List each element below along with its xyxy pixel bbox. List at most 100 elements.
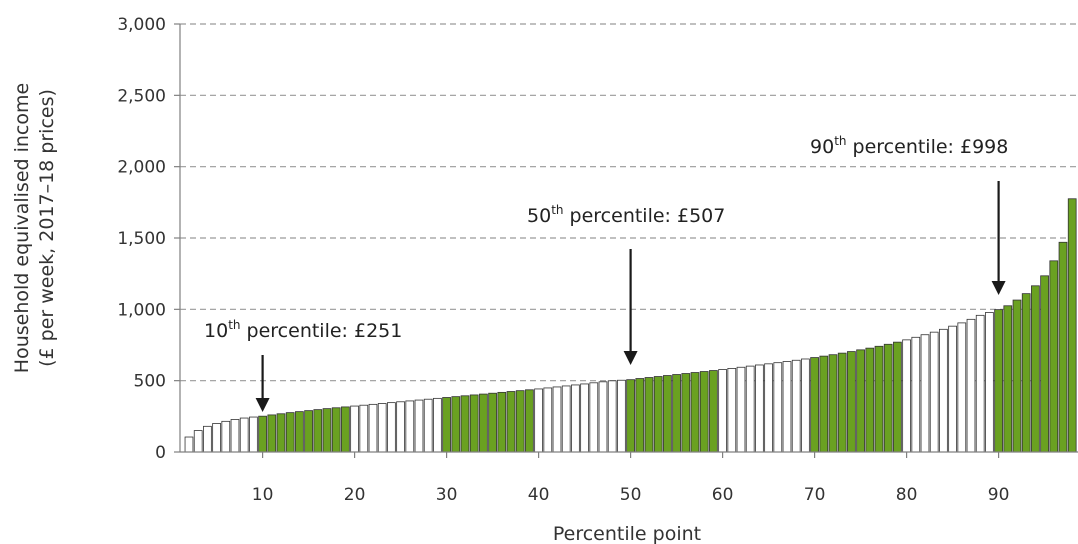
bar-p73 — [837, 352, 847, 453]
bar-p84 — [939, 328, 948, 453]
bar-p78 — [883, 343, 893, 453]
bar-p54 — [663, 375, 672, 453]
bar-p35 — [488, 392, 497, 453]
annotations: 10th percentile: £251 50th percentile: £5… — [204, 134, 1008, 412]
bar-p56 — [681, 373, 691, 453]
bar-p61 — [727, 367, 737, 453]
bar-p36 — [497, 391, 507, 453]
x-tick-label: 60 — [712, 485, 734, 505]
bar-p68 — [791, 359, 801, 453]
bar-p57 — [690, 372, 700, 453]
bar-p67 — [782, 361, 792, 453]
bar-p53 — [653, 376, 663, 453]
bar-p38 — [515, 390, 525, 453]
x-tick-label: 70 — [804, 485, 826, 505]
bar-p34 — [479, 393, 488, 453]
bar-p9 — [249, 416, 258, 453]
bar-p28 — [423, 398, 433, 453]
bar-p32 — [460, 395, 470, 453]
bars — [184, 198, 1077, 453]
bar-p15 — [304, 410, 313, 453]
bar-p39 — [525, 389, 534, 453]
bar-p17 — [322, 408, 332, 453]
bar-p46 — [589, 382, 599, 453]
bar-p31 — [451, 396, 461, 453]
bar-p91 — [1003, 305, 1013, 453]
bar-p24 — [387, 402, 396, 453]
bar-p98 — [1067, 198, 1077, 453]
annotation-label: 50th percentile: £507 — [527, 203, 725, 227]
bar-p64 — [755, 364, 764, 453]
bar-p85 — [948, 325, 957, 453]
bar-p59 — [709, 370, 718, 453]
bar-p37 — [506, 391, 516, 453]
bar-p52 — [644, 377, 654, 453]
y-axis-title-line1: Household equivalised income — [11, 83, 33, 373]
bar-p10 — [258, 415, 267, 453]
bar-p6 — [221, 420, 231, 453]
bar-p20 — [350, 405, 359, 453]
y-tick-label: 1,000 — [117, 300, 166, 320]
bar-p33 — [469, 394, 479, 453]
bar-p40 — [534, 388, 543, 453]
bar-p76 — [865, 347, 875, 453]
bar-p44 — [571, 384, 580, 453]
bar-p71 — [819, 355, 829, 453]
bar-p27 — [414, 399, 424, 453]
bar-p75 — [856, 349, 865, 453]
bar-p95 — [1040, 275, 1049, 453]
annotation-label: 90th percentile: £998 — [810, 134, 1008, 158]
x-tick-label: 10 — [252, 485, 274, 505]
y-tick-label: 1,500 — [117, 229, 166, 249]
bar-p7 — [230, 419, 240, 453]
y-tick-label: 2,500 — [117, 86, 166, 106]
x-tick-label: 80 — [896, 485, 918, 505]
x-tick-label: 20 — [344, 485, 366, 505]
bar-p90 — [994, 309, 1003, 453]
bar-p89 — [985, 312, 994, 453]
bar-p77 — [874, 345, 884, 453]
bar-p97 — [1058, 241, 1068, 453]
bar-p21 — [359, 404, 369, 453]
annotation-p10: 10th percentile: £251 — [204, 318, 402, 412]
bar-p8 — [239, 417, 249, 453]
x-tick-label: 90 — [988, 485, 1010, 505]
arrow-head-icon — [255, 398, 270, 412]
bar-p13 — [285, 412, 295, 453]
bar-p70 — [810, 357, 819, 453]
x-axis-title: Percentile point — [553, 523, 701, 544]
bar-p50 — [626, 379, 635, 453]
bar-p25 — [396, 401, 405, 453]
x-tick-labels: 10 20 30 40 50 60 70 80 90 — [252, 485, 1010, 505]
bar-p2 — [184, 436, 194, 453]
bar-p65 — [764, 363, 773, 453]
x-tick-label: 40 — [528, 485, 550, 505]
y-tick-label: 500 — [134, 372, 166, 392]
bar-p72 — [828, 354, 838, 453]
bar-p93 — [1021, 293, 1031, 453]
bar-p62 — [736, 366, 746, 453]
bar-p92 — [1012, 299, 1022, 453]
bar-p79 — [893, 341, 902, 453]
bar-p49 — [617, 379, 626, 453]
bar-p87 — [966, 318, 976, 453]
bar-p43 — [561, 385, 571, 453]
y-tick-label: 2,000 — [117, 158, 166, 178]
bar-p60 — [718, 369, 727, 453]
bar-p58 — [699, 371, 709, 453]
bar-p86 — [957, 322, 967, 453]
bar-p83 — [929, 331, 939, 453]
bar-p88 — [975, 314, 985, 453]
bar-p55 — [672, 374, 681, 453]
axes — [174, 23, 1078, 458]
y-axis-title-line2: (£ per week, 2017–18 prices) — [36, 89, 58, 367]
annotation-p90: 90th percentile: £998 — [810, 134, 1008, 295]
bar-p19 — [341, 406, 350, 453]
bar-p51 — [635, 378, 645, 453]
bar-p45 — [580, 383, 589, 453]
bar-p48 — [607, 380, 617, 453]
bar-p41 — [543, 387, 553, 453]
bar-p63 — [745, 365, 755, 453]
bar-p96 — [1049, 260, 1059, 453]
